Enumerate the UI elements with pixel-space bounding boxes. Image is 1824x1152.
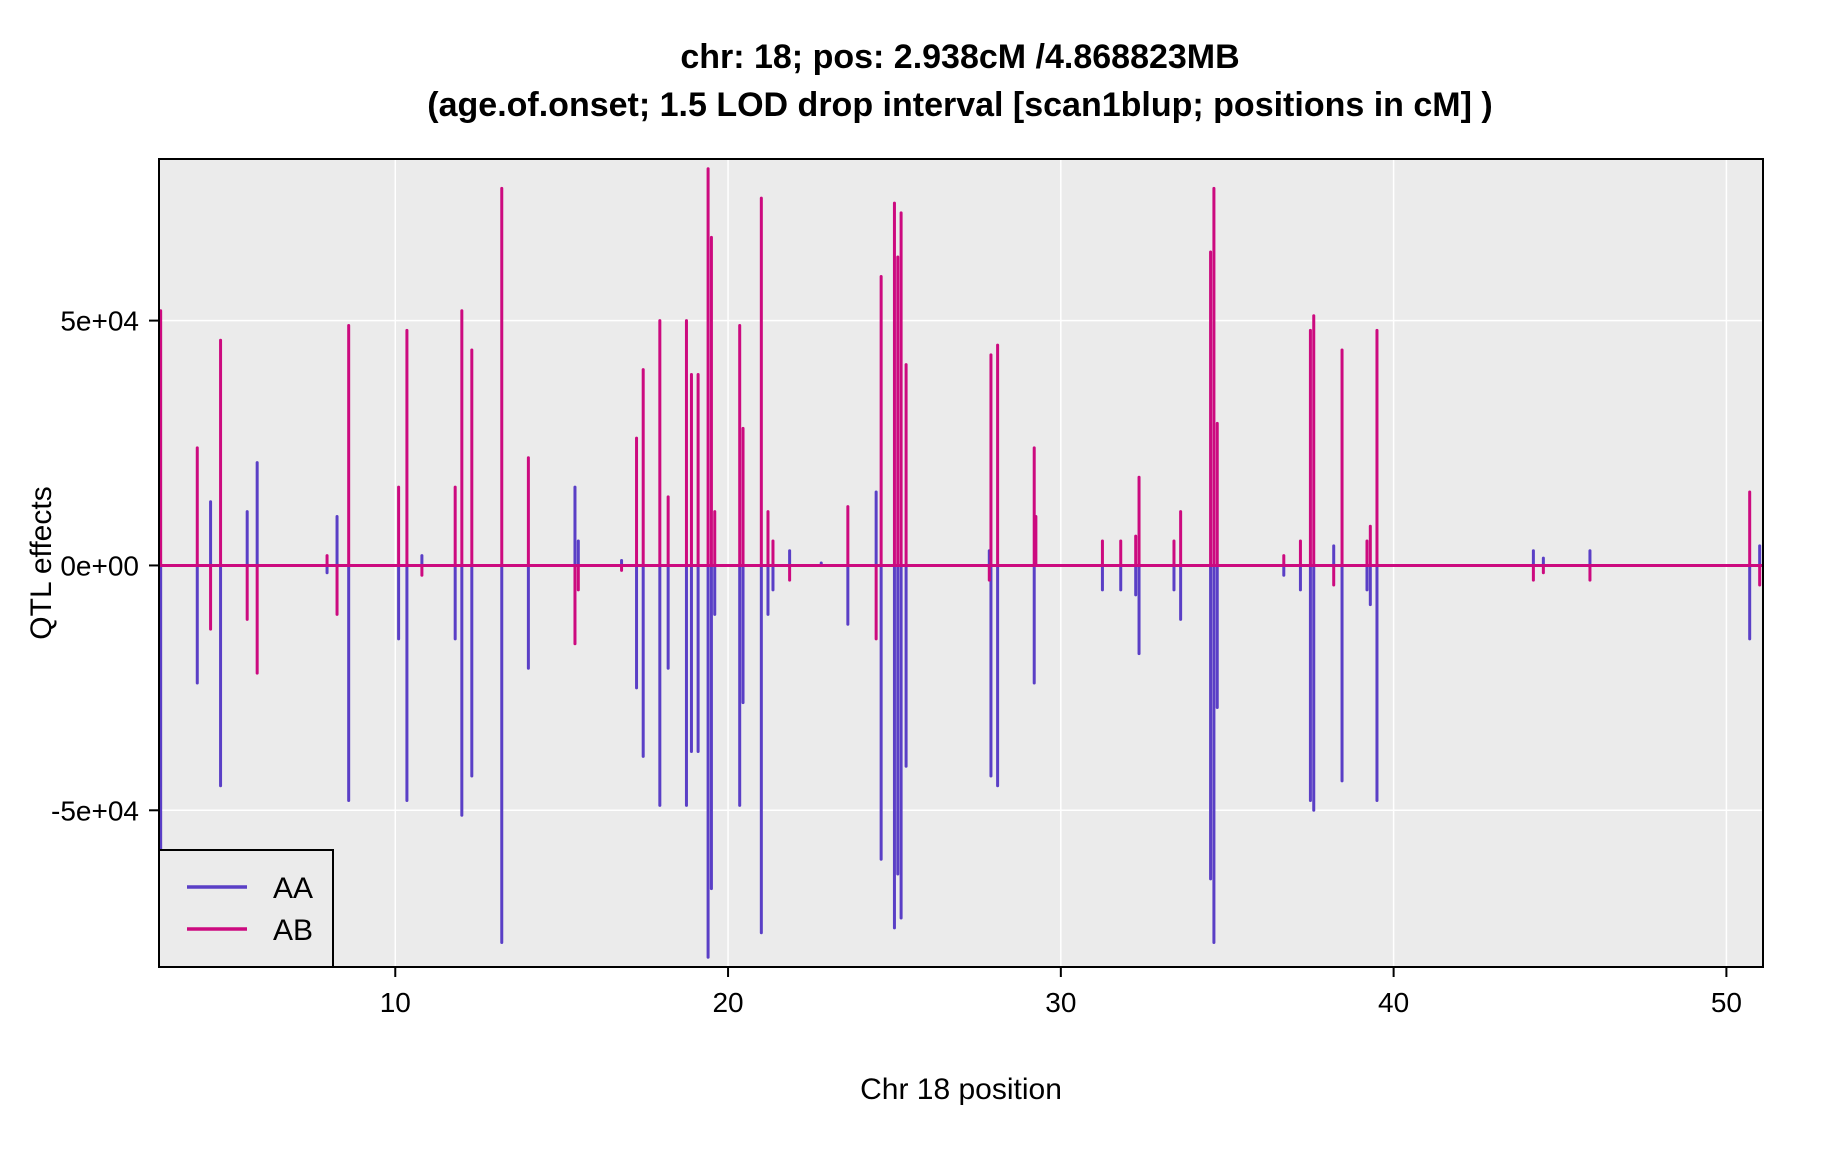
legend-label-ab: AB [273, 914, 313, 947]
y-tick-label: 0e+00 [60, 550, 139, 581]
series-aa [159, 461, 1762, 959]
plot-panel [159, 159, 1763, 967]
y-tick-label: 5e+04 [60, 306, 139, 337]
plot-frame [158, 158, 1764, 968]
chart-subtitle: (age.of.onset; 1.5 LOD drop interval [sc… [427, 86, 1492, 124]
x-tick-label: 30 [1045, 987, 1076, 1018]
y-axis-ticks: -5e+04 0e+00 5e+04 [51, 306, 159, 826]
x-tick-label: 50 [1711, 987, 1742, 1018]
x-axis-ticks: 10 20 30 40 50 [380, 967, 1742, 1018]
x-axis-label: Chr 18 position [860, 1073, 1062, 1106]
series-ab [159, 167, 1763, 675]
y-tick-label: -5e+04 [51, 795, 139, 826]
x-tick-label: 10 [380, 987, 411, 1018]
legend-label-aa: AA [273, 872, 313, 905]
x-tick-label: 40 [1378, 987, 1409, 1018]
chart-title: chr: 18; pos: 2.938cM /4.868823MB [680, 38, 1239, 76]
x-tick-label: 20 [712, 987, 743, 1018]
y-axis-label: QTL effects [25, 486, 58, 639]
legend: AA AB [158, 849, 334, 968]
legend-box [158, 849, 334, 968]
